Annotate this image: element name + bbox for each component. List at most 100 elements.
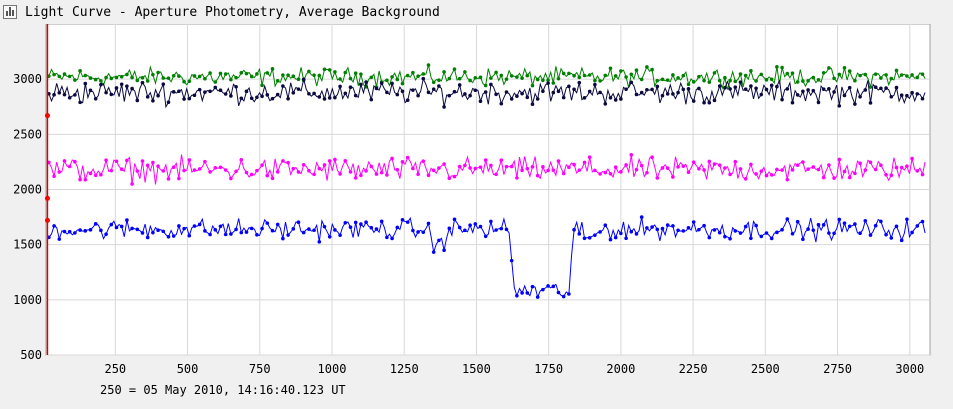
series-point-0 [785, 71, 790, 76]
series-point-1 [801, 89, 805, 94]
series-point-3 [795, 219, 800, 224]
series-point-0 [795, 80, 800, 84]
series-point-1 [504, 90, 509, 94]
x-tick-label: 250 [104, 362, 126, 376]
series-point-1 [322, 97, 327, 101]
series-point-1 [879, 86, 883, 91]
series-point-1 [260, 94, 264, 99]
series-point-1 [759, 92, 764, 97]
series-point-1 [665, 92, 670, 96]
series-point-1 [151, 98, 155, 103]
x-tick-label: 2750 [823, 362, 852, 376]
time-reference-note: 250 = 05 May 2010, 14:16:40.123 UT [100, 383, 346, 397]
series-point-2 [249, 172, 254, 177]
series-point-0 [405, 73, 410, 78]
series-point-2 [691, 160, 696, 165]
series-point-2 [57, 170, 62, 174]
series-point-1 [910, 90, 914, 95]
series-point-1 [598, 90, 602, 95]
light-curve-chart[interactable]: 500 1000 1500 2000 2500 3000 250 500 750 1000 1250… [0, 24, 953, 384]
series-point-2 [499, 158, 504, 162]
series-point-2 [608, 172, 613, 176]
series-point-2 [629, 153, 634, 157]
series-point-0 [780, 65, 784, 70]
series-point-3 [457, 225, 462, 230]
series-point-0 [218, 71, 223, 76]
chart-app-icon[interactable] [3, 5, 17, 19]
series-point-1 [494, 92, 498, 97]
series-point-2 [312, 172, 316, 177]
series-point-2 [192, 168, 197, 172]
series-point-1 [577, 80, 582, 85]
series-point-1 [920, 96, 925, 101]
series-point-3 [634, 232, 639, 236]
series-point-0 [650, 67, 654, 72]
series-point-0 [754, 79, 758, 83]
series-point-0 [853, 78, 857, 83]
series-point-1 [270, 96, 275, 101]
series-point-0 [556, 76, 561, 81]
series-point-3 [395, 225, 400, 230]
series-point-0 [873, 72, 878, 76]
series-point-3 [905, 217, 909, 222]
series-point-2 [99, 172, 103, 177]
series-point-2 [151, 160, 155, 165]
x-tick-label: 2500 [751, 362, 780, 376]
series-point-3 [717, 230, 722, 235]
series-point-0 [821, 71, 826, 75]
series-point-2 [78, 177, 82, 182]
series-point-3 [208, 232, 212, 237]
series-point-0 [52, 72, 56, 77]
series-point-0 [847, 69, 852, 73]
series-point-0 [468, 78, 472, 83]
series-point-0 [863, 72, 868, 77]
series-point-3 [577, 232, 582, 236]
series-point-3 [166, 235, 171, 239]
series-point-2 [811, 165, 816, 169]
series-point-0 [676, 76, 680, 80]
series-point-2 [645, 170, 649, 175]
series-point-0 [889, 76, 894, 81]
series-point-0 [67, 74, 72, 79]
series-point-2 [333, 157, 337, 162]
series-point-1 [816, 100, 821, 105]
series-point-3 [639, 215, 644, 219]
series-point-1 [556, 89, 561, 94]
series-point-3 [307, 227, 311, 231]
series-point-3 [468, 223, 472, 227]
series-point-2 [255, 168, 259, 173]
series-point-0 [764, 78, 769, 82]
series-point-2 [650, 155, 654, 160]
series-point-1 [255, 95, 259, 100]
series-point-2 [187, 158, 192, 162]
series-point-2 [426, 173, 431, 178]
series-point-0 [312, 73, 316, 77]
series-point-1 [780, 97, 784, 102]
series-point-0 [712, 71, 717, 75]
x-tick-label: 1250 [390, 362, 419, 376]
series-point-3 [811, 228, 816, 232]
series-point-3 [504, 227, 509, 232]
series-point-1 [842, 93, 847, 98]
series-point-2 [307, 168, 311, 173]
series-point-2 [239, 157, 244, 162]
x-tick-label: 3000 [895, 362, 924, 376]
series-point-1 [52, 92, 56, 97]
series-point-0 [567, 71, 571, 76]
series-point-3 [619, 231, 623, 236]
series-point-3 [478, 224, 483, 229]
series-point-1 [613, 98, 618, 102]
series-point-1 [707, 100, 712, 105]
series-point-0 [62, 72, 67, 76]
series-point-3 [411, 228, 415, 233]
series-point-0 [322, 67, 327, 72]
series-point-2 [457, 164, 462, 169]
series-point-1 [182, 97, 186, 101]
series-point-1 [234, 84, 238, 89]
series-point-2 [806, 167, 810, 171]
series-point-2 [780, 168, 784, 172]
series-point-3 [884, 232, 888, 237]
series-point-2 [702, 168, 706, 172]
series-point-1 [437, 84, 441, 88]
series-point-3 [681, 229, 686, 233]
